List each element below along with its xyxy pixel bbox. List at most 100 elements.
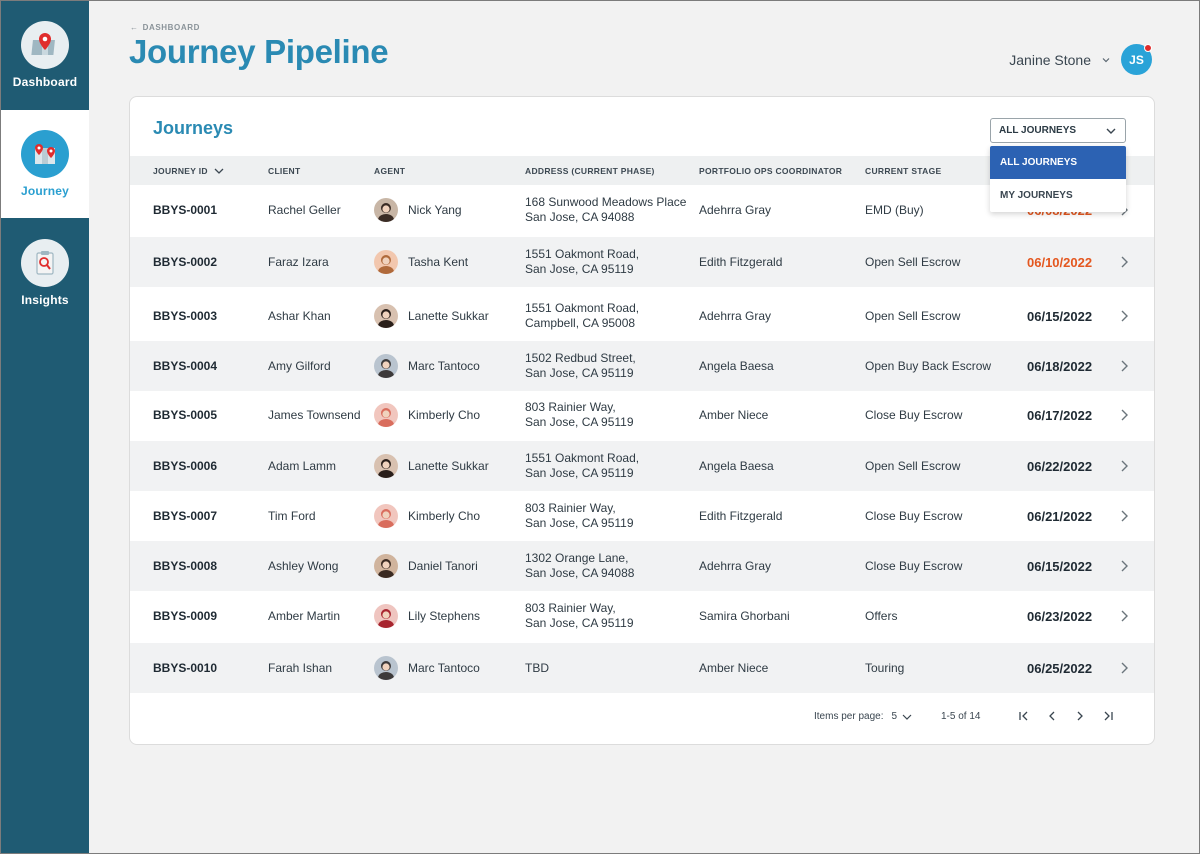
table-row[interactable]: BBYS-0002 Faraz Izara Tasha Kent 1551 Oakmo… [130,237,1154,287]
agent-avatar [374,454,398,478]
table-row[interactable]: BBYS-0005 James Townsend Kimberly Cho 803 R… [130,390,1154,440]
stage-date: 06/18/2022 [1027,358,1093,374]
current-stage: Close Buy Escrow [865,408,963,422]
agent-avatar [374,656,398,680]
client-name: James Townsend [268,408,361,422]
user-menu[interactable]: Janine Stone JS [1009,44,1152,75]
dropdown-option-all-journeys[interactable]: ALL JOURNEYS [990,146,1126,179]
address-line-2: Campbell, CA 95008 [525,316,636,330]
stage-date: 06/17/2022 [1027,407,1093,423]
breadcrumb-link[interactable]: DASHBOARD [142,23,201,32]
items-per-page-label: Items per page: [814,711,884,722]
agent-avatar [374,354,398,378]
table-row[interactable]: BBYS-0001 Rachel Geller Nick Yang 168 Sunwo… [130,185,1154,235]
table-row[interactable]: BBYS-0004 Amy Gilford Marc Tantoco 1502 Red… [130,341,1154,391]
stage-date: 06/15/2022 [1027,308,1093,324]
previous-page-button[interactable] [1043,707,1061,725]
current-stage: Open Sell Escrow [865,309,961,323]
journey-filter-dropdown: ALL JOURNEYS MY JOURNEYS [990,146,1126,212]
dropdown-option-my-journeys[interactable]: MY JOURNEYS [1000,190,1073,201]
agent-cell: Lanette Sukkar [374,441,489,491]
address: 1551 Oakmont Road, San Jose, CA 95119 [525,441,639,491]
client-name: Amy Gilford [268,359,331,373]
journey-id: BBYS-0001 [153,203,218,217]
journey-id: BBYS-0006 [153,459,218,473]
current-stage: Close Buy Escrow [865,509,963,523]
sort-chevron-icon[interactable] [214,167,224,175]
last-page-icon [1104,711,1113,721]
journey-id: BBYS-0009 [153,609,218,623]
address: 1551 Oakmont Road, San Jose, CA 95119 [525,237,639,287]
agent-cell: Tasha Kent [374,237,468,287]
column-header-agent: AGENT [374,166,406,176]
agent-cell: Daniel Tanori [374,541,478,591]
sidebar-item-label: Insights [21,293,69,307]
address-line-1: 803 Rainier Way, [525,601,616,615]
journey-filter-select[interactable]: ALL JOURNEYS [990,118,1126,143]
table-row[interactable]: BBYS-0006 Adam Lamm Lanette Sukkar 1551 Oak… [130,441,1154,491]
client-name: Adam Lamm [268,459,337,473]
agent-avatar [374,554,398,578]
agent-name: Kimberly Cho [408,509,481,523]
arrow-left-icon: ← [130,23,139,32]
current-stage: Offers [865,609,898,623]
sidebar-item-label: Journey [20,184,70,198]
journey-id: BBYS-0002 [153,255,218,269]
coordinator-name: Samira Ghorbani [699,609,790,623]
avatar[interactable]: JS [1121,44,1152,75]
journeys-card: Journeys ALL JOURNEYS JOURNEY ID CLIENT … [129,96,1155,745]
table-row[interactable]: BBYS-0009 Amber Martin Lily Stephens 803 Ra… [130,591,1154,641]
sidebar-item-dashboard[interactable]: Dashboard [1,1,89,109]
address-line-1: TBD [525,660,549,675]
coordinator-name: Edith Fitzgerald [699,255,783,269]
agent-cell: Marc Tantoco [374,341,480,391]
column-header-coordinator: PORTFOLIO OPS COORDINATOR [699,166,843,176]
chevron-right-icon[interactable] [1118,661,1130,675]
last-page-button[interactable] [1099,707,1117,725]
chevron-right-icon[interactable] [1118,359,1130,373]
chevron-down-icon[interactable] [1101,55,1111,65]
table-row[interactable]: BBYS-0007 Tim Ford Kimberly Cho 803 Rainier… [130,491,1154,541]
journey-id: BBYS-0010 [153,661,218,675]
agent-name: Marc Tantoco [408,661,480,675]
sidebar: Dashboard Journey Insights [1,1,89,853]
stage-date: 06/22/2022 [1027,458,1093,474]
sidebar-item-journey[interactable]: Journey [1,110,89,218]
sidebar-item-insights[interactable]: Insights [1,219,89,327]
agent-cell: Lanette Sukkar [374,291,489,341]
items-per-page-select[interactable]: 5 [891,711,912,722]
table-row[interactable]: BBYS-0003 Ashar Khan Lanette Sukkar 1551 Oa… [130,291,1154,341]
user-name[interactable]: Janine Stone [1009,51,1091,68]
next-page-button[interactable] [1071,707,1089,725]
coordinator-name: Edith Fitzgerald [699,509,783,523]
stage-date: 06/15/2022 [1027,558,1093,574]
chevron-left-icon [1049,711,1055,721]
chevron-right-icon[interactable] [1118,309,1130,323]
journey-id: BBYS-0004 [153,359,218,373]
page-title: Journey Pipeline [129,33,389,70]
chevron-right-icon[interactable] [1118,509,1130,523]
chevron-right-icon[interactable] [1118,459,1130,473]
chevron-right-icon[interactable] [1118,255,1130,269]
agent-cell: Lily Stephens [374,591,480,641]
agent-name: Nick Yang [408,203,462,217]
address-line-1: 1551 Oakmont Road, [525,247,640,261]
table-row[interactable]: BBYS-0008 Ashley Wong Daniel Tanori 1302 Or… [130,541,1154,591]
map-pin-icon [21,21,69,69]
chevron-right-icon[interactable] [1118,559,1130,573]
column-header-journey-id[interactable]: JOURNEY ID [153,166,224,176]
chevron-right-icon[interactable] [1118,408,1130,422]
table-row[interactable]: BBYS-0010 Farah Ishan Marc Tantoco TBD Amber… [130,643,1154,693]
first-page-button[interactable] [1015,707,1033,725]
coordinator-name: Adehrra Gray [699,203,772,217]
pager-controls [1015,707,1117,725]
address: 168 Sunwood Meadows Place San Jose, CA 94… [525,185,686,235]
chevron-right-icon[interactable] [1118,609,1130,623]
breadcrumb[interactable]: ← DASHBOARD [130,23,200,32]
address-line-1: 803 Rainier Way, [525,400,616,414]
client-name: Farah Ishan [268,661,333,675]
route-map-icon [21,130,69,178]
coordinator-name: Angela Baesa [699,459,774,473]
agent-cell: Nick Yang [374,185,462,235]
column-header-client: CLIENT [268,166,301,176]
